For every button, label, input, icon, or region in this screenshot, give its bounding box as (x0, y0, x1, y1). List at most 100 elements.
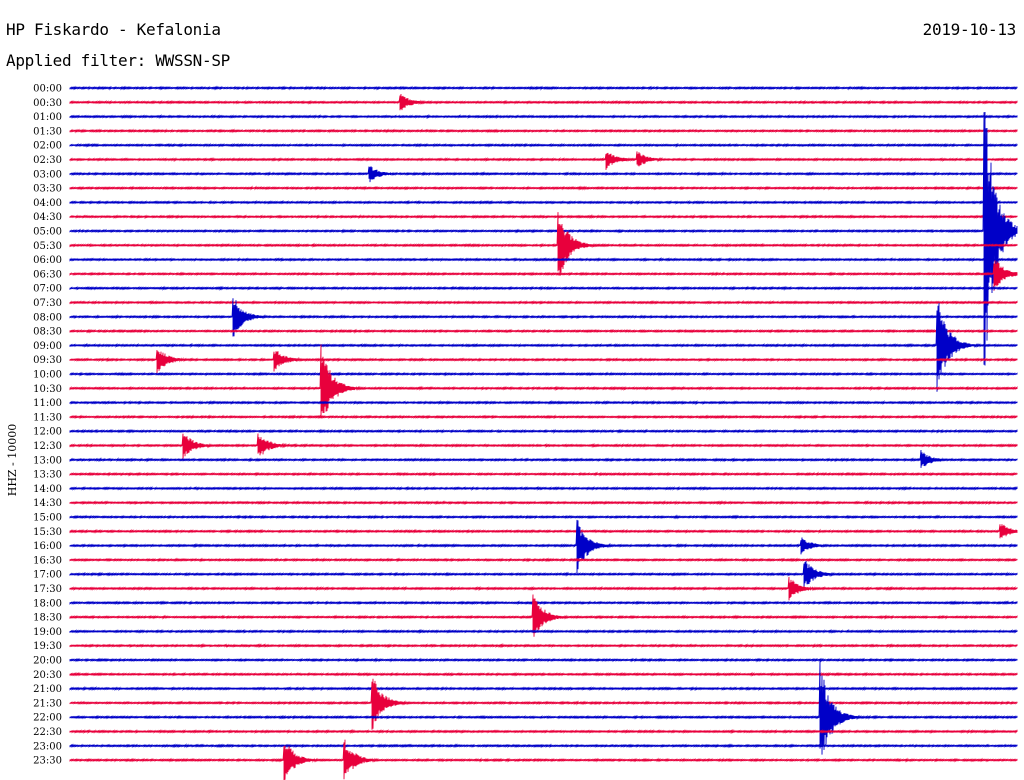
record-date: 2019-10-13 (922, 20, 1017, 39)
time-tick-label: 17:00 (33, 570, 62, 581)
trace-2200 (69, 660, 1018, 755)
time-tick-label: 22:00 (33, 713, 62, 724)
time-tick-label: 23:00 (33, 741, 62, 752)
trace-2030 (69, 671, 1018, 677)
trace-2230 (69, 728, 1018, 735)
trace-1130 (69, 414, 1018, 420)
time-tick-label: 02:30 (33, 155, 62, 166)
trace-1200 (69, 428, 1018, 435)
trace-0000 (69, 85, 1018, 91)
time-tick-label: 01:00 (33, 112, 62, 123)
time-tick-label: 20:00 (33, 656, 62, 667)
time-tick-label: 05:30 (33, 241, 62, 252)
trace-1400 (69, 485, 1018, 491)
trace-1700 (69, 560, 1018, 589)
trace-0800 (69, 298, 1018, 337)
time-tick-label: 21:30 (33, 698, 62, 709)
trace-1930 (69, 642, 1018, 649)
time-tick-label: 17:30 (33, 584, 62, 595)
time-tick-label: 10:30 (33, 384, 62, 395)
trace-0330 (69, 185, 1018, 191)
time-tick-label: 18:00 (33, 598, 62, 609)
trace-0600 (69, 257, 1018, 263)
station-title: HP Fiskardo - Kefalonia (6, 20, 221, 39)
time-tick-label: 11:00 (33, 398, 62, 409)
time-tick-label: 13:00 (33, 455, 62, 466)
time-tick-label: 09:30 (33, 355, 62, 366)
time-tick-label: 05:00 (33, 227, 62, 238)
time-tick-label: 04:30 (33, 212, 62, 223)
time-tick-label: 01:30 (33, 126, 62, 137)
trace-0930 (69, 350, 1018, 375)
time-tick-label: 20:30 (33, 670, 62, 681)
trace-2000 (69, 657, 1018, 663)
trace-1730 (69, 576, 1018, 601)
filter-label: Applied filter: WWSSN-SP (6, 51, 230, 70)
time-tick-label: 00:30 (33, 98, 62, 109)
time-tick-label: 13:30 (33, 470, 62, 481)
time-tick-label: 19:00 (33, 627, 62, 638)
time-tick-label: 16:00 (33, 541, 62, 552)
time-tick-label: 16:30 (33, 555, 62, 566)
trace-0500 (69, 111, 1018, 366)
trace-2100 (69, 686, 1018, 692)
time-tick-label: 06:00 (33, 255, 62, 266)
trace-1800 (69, 600, 1018, 606)
time-tick-label: 19:30 (33, 641, 62, 652)
time-tick-label: 07:00 (33, 284, 62, 295)
time-tick-label: 21:00 (33, 684, 62, 695)
trace-0230 (69, 151, 1018, 170)
trace-2330 (69, 739, 1018, 780)
trace-1000 (69, 371, 1018, 377)
trace-1830 (69, 594, 1018, 637)
time-tick-label: 12:30 (33, 441, 62, 452)
time-tick-label: 15:30 (33, 527, 62, 538)
time-tick-label: 06:30 (33, 269, 62, 280)
time-tick-label: 10:00 (33, 370, 62, 381)
trace-0730 (69, 300, 1018, 305)
trace-0400 (69, 199, 1018, 206)
time-tick-label: 15:00 (33, 513, 62, 524)
trace-1900 (69, 628, 1018, 634)
time-tick-label: 14:30 (33, 498, 62, 509)
trace-1030 (69, 344, 1018, 419)
trace-0030 (69, 93, 1018, 111)
time-tick-label: 00:00 (33, 84, 62, 95)
time-tick-label: 04:00 (33, 198, 62, 209)
trace-0900 (69, 303, 1018, 392)
trace-1430 (69, 500, 1018, 506)
trace-2300 (69, 743, 1018, 749)
trace-0630 (69, 260, 1018, 291)
trace-0430 (69, 214, 1018, 220)
time-tick-label: 02:00 (33, 141, 62, 152)
time-tick-label: 08:00 (33, 312, 62, 323)
trace-0530 (69, 212, 1018, 276)
trace-1100 (69, 400, 1018, 406)
time-tick-label: 18:30 (33, 613, 62, 624)
trace-1330 (69, 471, 1018, 477)
trace-1600 (69, 519, 1018, 574)
time-tick-label: 03:00 (33, 169, 62, 180)
time-tick-label: 23:30 (33, 756, 62, 767)
trace-1230 (69, 433, 1018, 461)
time-tick-label: 11:30 (33, 412, 62, 423)
time-tick-label: 08:30 (33, 327, 62, 338)
trace-0700 (69, 285, 1018, 291)
trace-1300 (69, 449, 1018, 468)
trace-0100 (69, 113, 1018, 120)
trace-1500 (69, 514, 1018, 520)
time-tick-label: 09:00 (33, 341, 62, 352)
trace-0300 (69, 166, 1018, 183)
trace-1530 (69, 524, 1018, 539)
time-tick-label: 12:00 (33, 427, 62, 438)
trace-2130 (69, 678, 1018, 730)
time-tick-label: 03:30 (33, 184, 62, 195)
time-tick-label: 07:30 (33, 298, 62, 309)
trace-1630 (69, 557, 1018, 563)
time-tick-label: 14:00 (33, 484, 62, 495)
trace-0830 (69, 328, 1018, 334)
trace-0130 (69, 128, 1018, 134)
trace-0200 (69, 142, 1018, 148)
time-tick-label: 22:30 (33, 727, 62, 738)
